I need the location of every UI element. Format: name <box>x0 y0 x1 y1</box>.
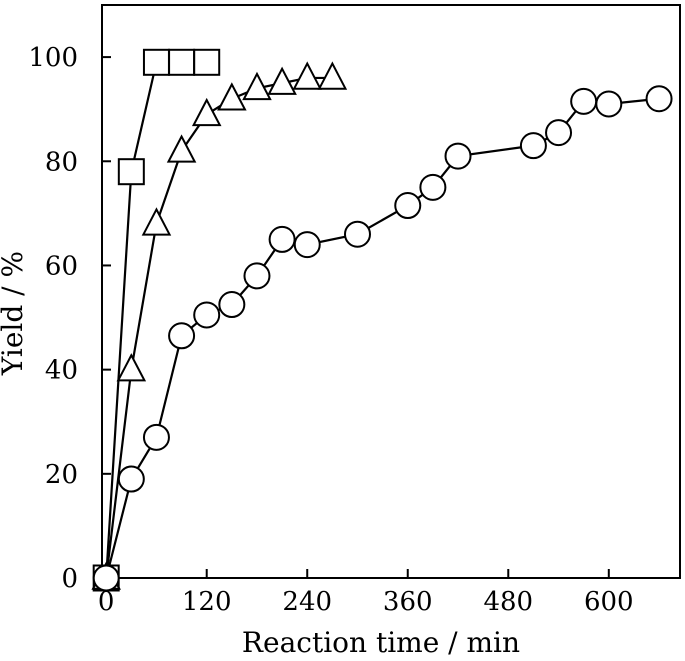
data-point-circle <box>117 465 145 493</box>
series-circle <box>92 85 673 592</box>
data-point-circle <box>519 132 547 160</box>
data-point-circle <box>645 85 673 113</box>
data-point-circle <box>570 87 598 115</box>
series-line-triangle <box>105 76 333 579</box>
series-triangle <box>91 61 348 590</box>
data-point-circle <box>142 423 170 451</box>
data-point-square <box>168 48 196 76</box>
x-tick-label: 240 <box>282 587 332 617</box>
data-point-triangle <box>141 207 172 236</box>
y-tick-label: 60 <box>45 251 78 281</box>
data-point-triangle <box>191 97 222 127</box>
data-point-circle <box>92 564 120 592</box>
x-tick-label: 360 <box>383 587 433 617</box>
series-line-square <box>105 61 207 579</box>
x-axis-label: Reaction time / min <box>242 626 520 659</box>
data-point-triangle <box>116 353 147 382</box>
data-point-square <box>142 48 170 76</box>
data-point-circle <box>343 220 371 248</box>
y-tick-label: 100 <box>28 43 78 73</box>
data-point-circle <box>444 142 472 170</box>
x-tick-label: 600 <box>584 587 634 617</box>
data-point-square <box>193 48 221 76</box>
x-tick-label: 0 <box>98 587 115 617</box>
x-tick-label: 120 <box>182 587 232 617</box>
data-point-circle <box>268 225 296 253</box>
data-point-circle <box>394 192 422 220</box>
y-tick-label: 20 <box>45 460 78 490</box>
data-point-circle <box>545 119 573 147</box>
x-axis-ticks: 0 120 240 360 480 600 <box>98 569 634 617</box>
data-point-triangle <box>217 82 247 111</box>
plot-frame <box>101 4 681 579</box>
x-tick-label: 480 <box>483 587 533 617</box>
y-axis-ticks: 0 20 40 60 80 100 <box>28 43 111 594</box>
data-point-circle <box>595 90 623 118</box>
data-point-circle <box>218 291 246 319</box>
y-axis-label: Yield / % <box>0 251 29 376</box>
data-point-triangle <box>166 134 197 163</box>
series-layer <box>91 48 673 592</box>
data-point-circle <box>293 231 321 259</box>
data-point-circle <box>243 262 271 290</box>
data-point-square <box>117 158 145 186</box>
y-tick-label: 80 <box>45 147 78 177</box>
data-point-triangle <box>317 61 348 90</box>
y-tick-label: 40 <box>45 356 78 386</box>
data-point-triangle <box>292 61 323 90</box>
data-point-circle <box>419 173 447 201</box>
y-tick-label: 0 <box>61 564 78 594</box>
data-point-triangle <box>267 66 297 95</box>
data-point-triangle <box>242 71 272 101</box>
data-point-circle <box>168 322 196 350</box>
data-point-circle <box>193 301 221 329</box>
